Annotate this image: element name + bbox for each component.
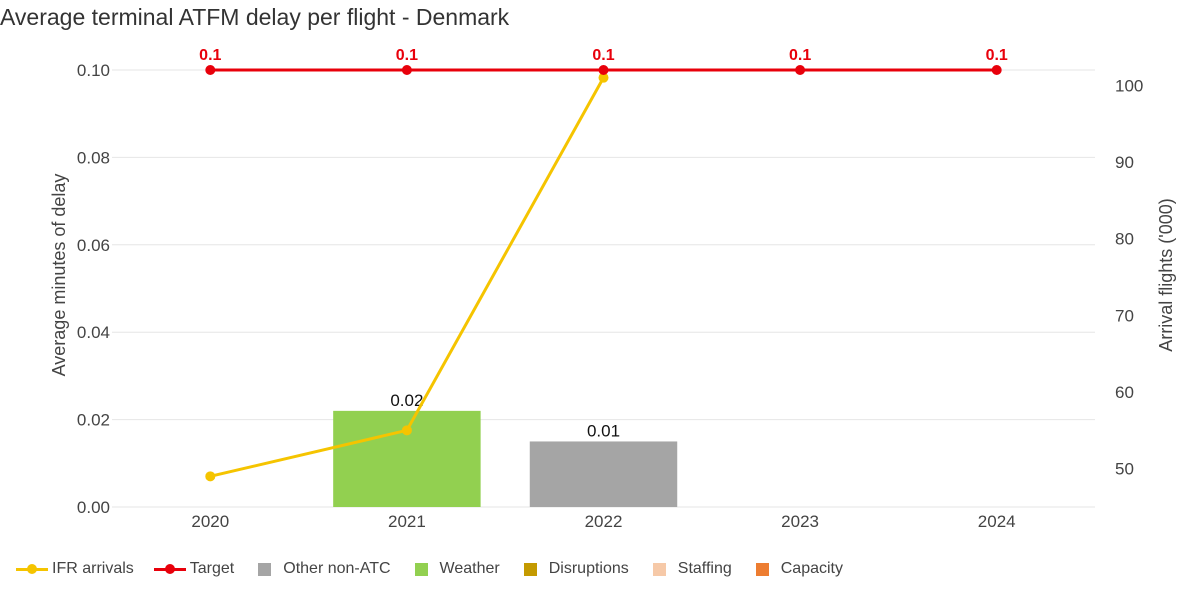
target-point bbox=[205, 65, 216, 75]
legend-item: Capacity bbox=[752, 560, 843, 578]
y-tick-label: 0.00 bbox=[77, 498, 110, 517]
y-tick-label: 0.02 bbox=[77, 411, 110, 430]
y-tick-label: 0.06 bbox=[77, 236, 110, 255]
target-value-label: 0.1 bbox=[986, 47, 1008, 64]
x-tick-label: 2022 bbox=[585, 512, 623, 531]
target-point bbox=[401, 65, 412, 75]
legend-item: Other non-ATC bbox=[254, 560, 391, 578]
x-tick-label: 2020 bbox=[191, 512, 229, 531]
legend-item: Weather bbox=[411, 560, 500, 578]
y2-tick-label: 80 bbox=[1115, 230, 1134, 249]
lines bbox=[209, 68, 997, 478]
legend-label: Capacity bbox=[780, 560, 843, 577]
x-tick-label: 2021 bbox=[388, 512, 426, 531]
left-axis-ticks: 0.00 0.02 0.04 0.06 0.08 0.10 bbox=[77, 61, 110, 517]
target-point bbox=[598, 65, 609, 75]
legend-label: Weather bbox=[439, 560, 500, 577]
y2-tick-label: 90 bbox=[1115, 153, 1134, 172]
chart-canvas: 0.00 0.02 0.04 0.06 0.08 0.10 50 60 70 80 90 100 2… bbox=[49, 47, 1176, 531]
ifr-arrivals-point bbox=[401, 425, 412, 436]
bars bbox=[333, 410, 678, 507]
bar bbox=[333, 410, 481, 507]
ifr-arrivals-point bbox=[205, 471, 216, 482]
target-point bbox=[795, 65, 806, 75]
y-tick-label: 0.08 bbox=[77, 148, 110, 167]
legend-label: Other non-ATC bbox=[283, 560, 391, 577]
y2-tick-label: 70 bbox=[1115, 306, 1134, 325]
legend-swatch bbox=[755, 562, 769, 576]
target-value-label: 0.1 bbox=[199, 47, 221, 64]
legend-swatch bbox=[153, 563, 186, 574]
y-axis-label: Average minutes of delay bbox=[49, 174, 69, 377]
legend-item: IFR arrivals bbox=[16, 560, 134, 578]
legend-swatch bbox=[652, 562, 666, 576]
target-labels: 0.1 0.1 0.1 0.1 0.1 bbox=[199, 47, 1008, 64]
bar-labels: 0.02 0.01 bbox=[390, 391, 620, 441]
bar-value-label: 0.01 bbox=[587, 421, 620, 440]
y-tick-label: 0.04 bbox=[77, 323, 110, 342]
legend-label: Disruptions bbox=[548, 560, 629, 577]
y-tick-label: 0.10 bbox=[77, 61, 110, 80]
x-axis-ticks: 2020 2021 2022 2023 2024 bbox=[191, 512, 1015, 531]
legend-label: Staffing bbox=[677, 560, 732, 577]
legend-label: Target bbox=[189, 560, 235, 577]
right-axis-ticks: 50 60 70 80 90 100 bbox=[1115, 76, 1143, 478]
bar-value-label: 0.02 bbox=[390, 391, 423, 410]
y2-axis-label: Arrival flights ('000) bbox=[1156, 198, 1176, 351]
legend-swatch bbox=[16, 563, 48, 574]
x-tick-label: 2024 bbox=[978, 512, 1016, 531]
x-tick-label: 2023 bbox=[781, 512, 819, 531]
legend-item: Staffing bbox=[649, 560, 732, 578]
legend-swatch bbox=[258, 562, 272, 576]
legend-label: IFR arrivals bbox=[52, 560, 134, 577]
legend-item: Target bbox=[153, 560, 235, 578]
legend: IFR arrivals Target Other non-ATC Weather Di… bbox=[16, 560, 863, 578]
target-value-label: 0.1 bbox=[396, 47, 418, 64]
points bbox=[205, 65, 1002, 482]
bar bbox=[529, 441, 678, 507]
y2-tick-label: 100 bbox=[1115, 76, 1143, 95]
target-value-label: 0.1 bbox=[789, 47, 811, 64]
y2-tick-label: 50 bbox=[1115, 460, 1134, 479]
chart-title: Average terminal ATFM delay per flight -… bbox=[0, 4, 510, 30]
legend-item: Disruptions bbox=[520, 560, 629, 578]
target-point bbox=[991, 65, 1002, 75]
target-value-label: 0.1 bbox=[592, 47, 614, 64]
y2-tick-label: 60 bbox=[1115, 383, 1134, 402]
ifr-arrivals-point bbox=[598, 72, 609, 83]
legend-swatch bbox=[414, 562, 428, 576]
legend-swatch bbox=[523, 562, 537, 576]
